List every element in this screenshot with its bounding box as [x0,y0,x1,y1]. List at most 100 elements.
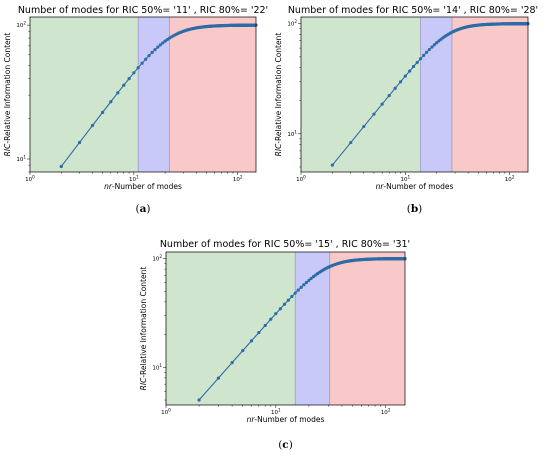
x-axis-label: nr-Number of modes [247,415,325,424]
chart-title: Number of modes for RIC 50%= '11' , RIC … [18,5,268,16]
y-axis-label: RIC-Relative Information Content [3,33,12,157]
data-point [302,283,306,287]
y-tick-label: 101 [287,129,297,138]
data-point [398,80,403,84]
x-tick-label: 101 [129,175,139,184]
x-axis-label: nr-Number of modes [376,182,454,191]
region-under-50 [301,17,421,172]
data-point [90,123,95,128]
x-tick-label: 102 [233,175,243,184]
data-point [411,64,416,69]
data-point [286,298,290,302]
data-point [122,83,126,87]
data-point [274,312,278,316]
data-point [415,60,419,65]
x-tick-label: 101 [271,408,281,417]
x-tick-label: 102 [381,408,391,417]
chart-panel-1: 100 101 102 101 102 Number of modes for RIC 5… [3,5,268,215]
data-point [257,330,261,335]
data-point [393,86,397,90]
data-point [140,61,144,65]
data-point [296,288,300,292]
data-point [161,41,165,45]
data-point [153,48,157,52]
region-50-to-80 [420,17,452,172]
plot-frame [300,16,529,173]
data-point [293,291,297,295]
data-point [163,39,167,43]
y-tick-label: 102 [287,19,297,28]
data-point [156,45,160,49]
data-point [422,53,426,57]
x-tick-label: 100 [25,175,35,184]
data-point [387,93,391,98]
data-point [100,110,105,114]
plot-frame [29,16,257,173]
region-under-50 [30,17,139,172]
data-point [59,164,63,169]
data-point [136,66,140,70]
x-axis-label: nr-Number of modes [104,182,182,191]
data-point [150,50,154,55]
data-point [418,57,423,61]
y-tick-label: 101 [16,155,26,164]
x-tick-label: 100 [296,175,306,184]
y-tick-label: 102 [152,254,162,263]
x-tick-label: 100 [161,408,171,417]
y-axis-label: RIC-Relative Information Content [139,267,148,391]
data-point [380,102,384,106]
data-point [158,43,162,47]
data-point [403,74,407,78]
x-tick-label: 101 [400,175,410,184]
data-point [427,47,431,52]
y-axis-label: RIC-Relative Information Content [274,33,283,157]
x-tick-label: 102 [505,175,515,184]
plot-frame [165,251,406,406]
data-point [230,361,234,365]
data-point [278,307,282,311]
data-point [290,294,294,299]
chart-title: Number of modes for RIC 50%= '14' , RIC … [288,5,538,16]
chart-title: Number of modes for RIC 50%= '15' , RIC … [160,239,410,250]
data-point [425,50,429,54]
y-tick-label: 101 [152,363,162,372]
region-over-80 [451,17,528,172]
chart-panel-3: 100 101 102 101 102 Number of modes for RIC 5… [139,239,410,451]
data-point [330,163,335,167]
panel-caption: (c) [278,439,293,451]
region-over-80 [169,17,256,172]
data-point [216,376,221,380]
data-point [263,323,267,328]
data-point [269,317,273,321]
data-point [349,140,353,145]
data-point [147,54,151,58]
data-point [249,339,254,343]
data-point [299,285,303,289]
data-point [309,276,313,281]
chart-panel-2: 100 101 102 101 102 Number of modes for RIC 5… [274,5,538,215]
data-point [132,71,136,75]
region-under-50 [166,252,296,405]
data-point [362,124,366,129]
data-point [241,349,245,353]
data-point [116,91,120,95]
data-point [197,398,201,402]
data-point [435,41,439,45]
data-point [77,140,82,145]
data-point [127,76,131,81]
data-point [109,100,113,104]
y-tick-label: 102 [16,21,26,30]
data-point [430,45,434,49]
panel-caption: (b) [407,203,423,215]
data-point [304,280,309,285]
panel-caption: (a) [135,203,150,215]
region-over-80 [329,252,405,405]
region-50-to-80 [295,252,330,405]
data-point [372,112,376,116]
data-point [282,302,287,306]
data-point [144,57,148,61]
data-point [307,278,311,282]
data-point [408,69,412,73]
data-point [432,43,436,47]
